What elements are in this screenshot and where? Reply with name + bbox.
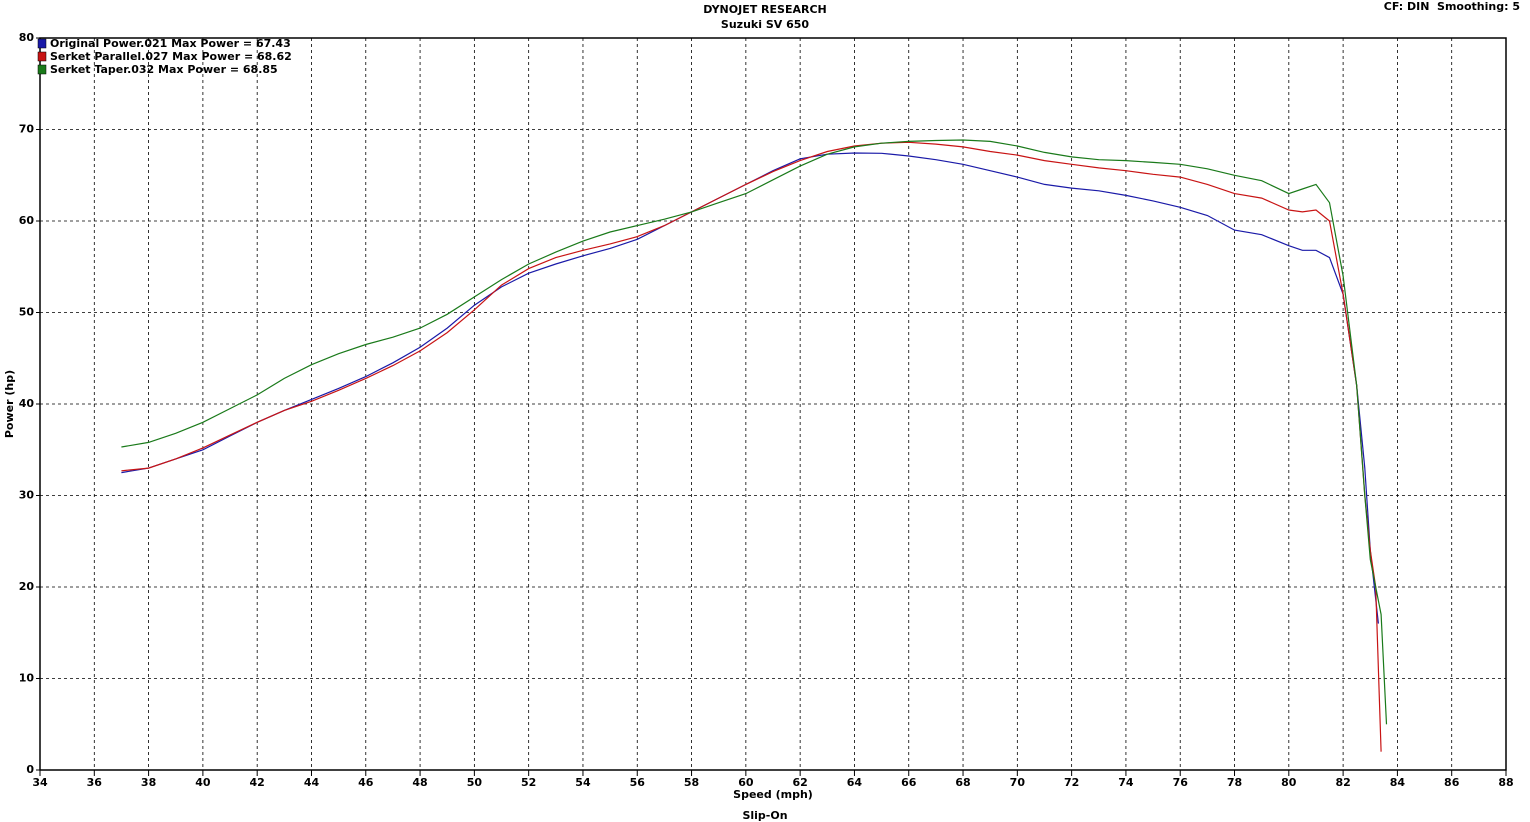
x-tick-label: 52 [521, 776, 536, 789]
x-tick-label: 72 [1064, 776, 1079, 789]
x-tick-label: 42 [250, 776, 265, 789]
x-tick-label: 74 [1118, 776, 1134, 789]
legend-swatch [37, 38, 47, 49]
x-tick-label: 66 [901, 776, 917, 789]
x-tick-label: 68 [955, 776, 970, 789]
y-tick-label: 20 [19, 580, 35, 593]
x-tick-label: 48 [412, 776, 427, 789]
x-tick-label: 40 [195, 776, 211, 789]
y-tick-label: 40 [19, 397, 35, 410]
footer: Slip-On [742, 809, 787, 822]
x-tick-label: 84 [1390, 776, 1406, 789]
legend-entry: Original Power.021 Max Power = 67.43 [50, 37, 291, 50]
chart-title: DYNOJET RESEARCH [703, 3, 826, 16]
power-line [121, 139, 1388, 725]
y-tick-label: 0 [26, 763, 34, 776]
x-tick-label: 86 [1444, 776, 1460, 789]
y-tick-label: 30 [19, 489, 35, 502]
x-tick-label: 62 [792, 776, 807, 789]
x-tick-label: 76 [1173, 776, 1189, 789]
y-tick-label: 50 [19, 306, 35, 319]
corner-note: CF: DIN Smoothing: 5 [1384, 0, 1520, 13]
y-tick-label: 80 [19, 31, 35, 44]
x-tick-label: 80 [1281, 776, 1297, 789]
y-tick-label: 10 [19, 672, 35, 685]
x-tick-label: 64 [847, 776, 863, 789]
legend-swatch [37, 51, 47, 62]
power-line [121, 152, 1379, 624]
x-tick-label: 44 [304, 776, 320, 789]
y-tick-label: 70 [19, 123, 35, 136]
x-tick-label: 88 [1498, 776, 1513, 789]
x-tick-label: 60 [738, 776, 754, 789]
x-tick-label: 36 [87, 776, 103, 789]
x-tick-label: 58 [684, 776, 699, 789]
legend-entry: Serket Parallel.027 Max Power = 68.62 [50, 50, 292, 63]
chart-subtitle: Suzuki SV 650 [721, 18, 809, 31]
x-tick-label: 38 [141, 776, 156, 789]
x-tick-label: 56 [630, 776, 646, 789]
x-tick-label: 46 [358, 776, 374, 789]
x-tick-label: 78 [1227, 776, 1242, 789]
power-line [121, 141, 1382, 752]
x-tick-label: 34 [32, 776, 48, 789]
x-tick-label: 82 [1335, 776, 1350, 789]
y-tick-label: 60 [19, 214, 35, 227]
legend-swatch [37, 64, 47, 75]
x-tick-label: 54 [575, 776, 591, 789]
y-axis-label: Power (hp) [3, 370, 16, 438]
legend-entry: Serket Taper.032 Max Power = 68.85 [50, 63, 278, 76]
x-tick-label: 50 [467, 776, 483, 789]
x-axis-label: Speed (mph) [733, 788, 813, 801]
x-tick-label: 70 [1010, 776, 1026, 789]
